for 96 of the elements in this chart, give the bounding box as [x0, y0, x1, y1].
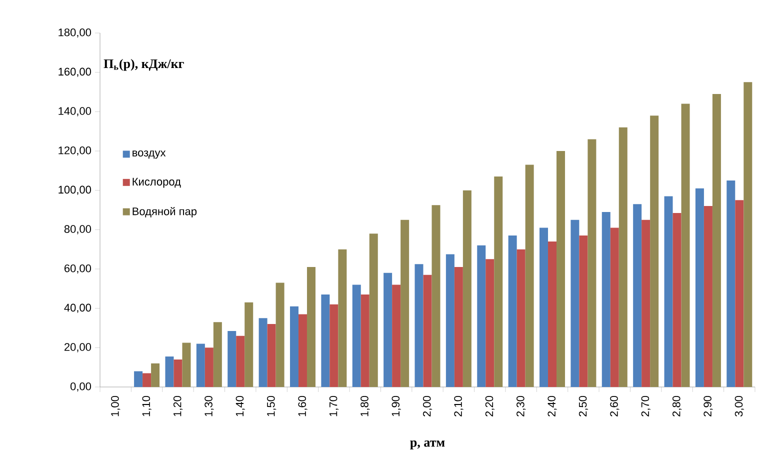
x-tick-label: 1,10 — [142, 396, 152, 416]
x-tick-label: 1,60 — [298, 396, 308, 416]
x-tick-label: 2,10 — [454, 396, 464, 416]
x-tick-label: 1,00 — [111, 396, 120, 416]
bar — [276, 282, 284, 387]
bar — [494, 176, 503, 387]
x-tick-label: 1,30 — [204, 396, 214, 416]
x-tick-label: 2,80 — [672, 396, 682, 416]
bar — [650, 116, 659, 387]
bar — [602, 212, 610, 387]
bar — [744, 82, 752, 387]
bar — [633, 204, 642, 387]
bar — [540, 228, 548, 387]
x-tick-label: 1,40 — [236, 396, 245, 416]
bar — [579, 236, 588, 387]
y-tick-label: 60,00 — [64, 264, 92, 274]
bar — [414, 264, 424, 387]
x-tick-label: 1,80 — [360, 396, 370, 416]
bar — [258, 318, 268, 387]
bar — [454, 267, 463, 387]
bar — [681, 104, 690, 387]
bar — [548, 241, 557, 387]
bar — [213, 322, 222, 387]
bar — [735, 200, 744, 387]
bar — [196, 344, 205, 387]
bar — [516, 249, 526, 387]
bar — [486, 259, 494, 387]
y-axis-title: П$_{ь}$(р), кДж/кг — [104, 58, 184, 71]
bar — [525, 164, 534, 387]
x-tick-label: 3,00 — [734, 396, 744, 417]
bar — [306, 267, 316, 387]
bar — [477, 245, 486, 387]
bar — [134, 371, 143, 387]
bar — [618, 127, 628, 387]
bar — [321, 294, 330, 387]
y-tick-label: 180,00 — [58, 28, 92, 38]
bar — [174, 359, 182, 387]
y-tick-label: 80,00 — [64, 225, 92, 234]
x-tick-label: 2,20 — [485, 396, 494, 416]
bar — [642, 220, 650, 387]
bar — [588, 139, 596, 387]
x-tick-label: 1,90 — [392, 396, 401, 416]
bar — [236, 336, 245, 387]
bar — [726, 180, 736, 387]
bar — [384, 272, 392, 387]
x-tick-label: 1,20 — [173, 396, 183, 416]
bar — [570, 220, 580, 387]
x-tick-label: 1,70 — [329, 396, 338, 416]
x-tick-label: 2,90 — [704, 396, 713, 416]
x-tick-label: 2,50 — [578, 396, 588, 416]
x-tick-label: 2,70 — [641, 396, 650, 416]
y-tick-label: 120,00 — [58, 146, 92, 156]
bar — [298, 314, 307, 387]
bar — [338, 249, 347, 387]
bar — [290, 306, 298, 387]
bar — [352, 284, 361, 387]
bar — [423, 274, 432, 387]
x-axis-title: p, атм — [410, 440, 445, 450]
bar — [151, 363, 160, 387]
bar — [672, 212, 682, 387]
y-tick-label: 160,00 — [58, 68, 92, 77]
bar — [712, 94, 721, 387]
bar — [664, 196, 673, 387]
y-tick-label: 100,00 — [58, 186, 92, 195]
bar — [165, 356, 174, 387]
bar — [432, 205, 440, 387]
x-tick-label: 2,30 — [516, 396, 526, 416]
legend-label: Водяной пар — [132, 206, 197, 218]
bar — [182, 342, 191, 387]
y-tick-label: 40,00 — [64, 304, 92, 313]
bar — [330, 304, 338, 387]
x-tick-label: 2,60 — [610, 396, 620, 416]
legend-label: воздух — [132, 150, 166, 159]
bar — [610, 228, 619, 387]
bar — [369, 234, 378, 387]
bar — [556, 150, 566, 387]
bar — [462, 190, 472, 387]
bar — [392, 284, 401, 387]
bar — [704, 206, 712, 387]
bar — [204, 348, 214, 387]
bar — [267, 324, 276, 387]
y-tick-label: 0,00 — [70, 382, 92, 392]
y-tick-label: 20,00 — [64, 343, 92, 352]
bar — [695, 188, 704, 387]
x-tick-label: 1,50 — [267, 396, 276, 416]
y-tick-label: 140,00 — [58, 107, 92, 116]
legend-label: Кислород — [132, 178, 181, 188]
bar — [142, 373, 152, 387]
bar — [244, 302, 254, 387]
bar — [360, 294, 370, 387]
x-tick-label: 2,00 — [422, 396, 432, 416]
bar — [446, 254, 454, 387]
bar — [400, 220, 410, 387]
bar — [508, 236, 517, 387]
x-tick-label: 2,40 — [548, 396, 557, 416]
bar — [228, 330, 236, 387]
